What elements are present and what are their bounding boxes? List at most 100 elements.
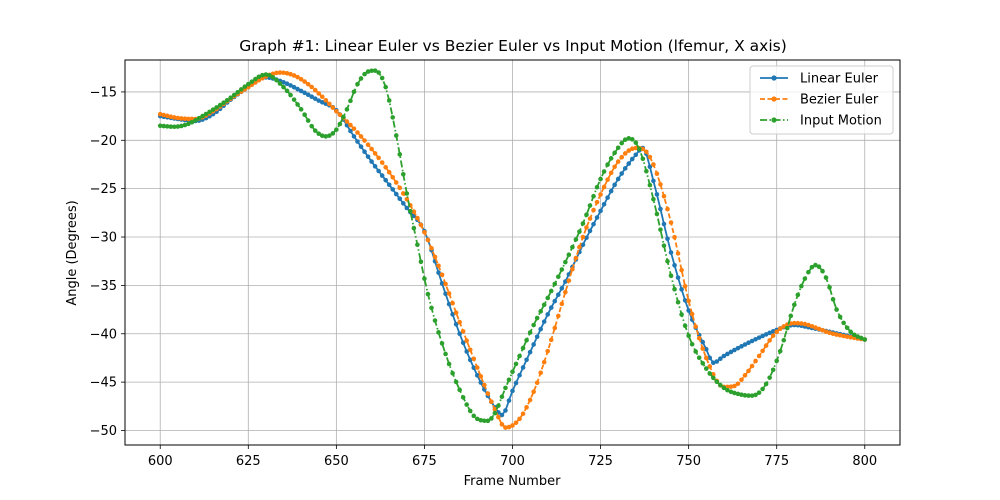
data-point [714, 379, 720, 385]
data-point [369, 146, 374, 152]
data-point [735, 391, 741, 397]
data-point [401, 201, 406, 206]
data-point [390, 115, 396, 120]
data-point [446, 361, 452, 367]
axis-ticks: 600 625 650 675 700 725 750 775 800 −15 −20 −25 −30 −… [90, 85, 878, 469]
data-point [503, 425, 508, 430]
data-point [753, 358, 758, 364]
y-tick-label: −40 [90, 327, 117, 342]
legend-item: Input Motion [760, 114, 882, 129]
data-point [189, 119, 195, 125]
data-point [753, 336, 758, 342]
x-axis-label: Frame Number [464, 474, 562, 489]
data-point [837, 333, 843, 338]
data-point [439, 341, 445, 346]
data-point [587, 228, 593, 234]
data-point [379, 173, 385, 178]
data-point [471, 365, 477, 371]
data-point [626, 161, 632, 166]
data-point [580, 221, 586, 226]
data-point [802, 276, 808, 281]
data-point [682, 323, 688, 328]
data-point [612, 150, 617, 156]
data-point [795, 320, 801, 326]
data-point [443, 351, 448, 357]
data-point [513, 361, 519, 367]
data-point [594, 184, 600, 190]
data-point [732, 383, 737, 389]
data-point [517, 372, 522, 378]
data-point [534, 334, 540, 340]
data-point [827, 330, 832, 336]
data-point [284, 81, 290, 87]
data-point [577, 244, 582, 250]
data-point [302, 112, 307, 118]
data-point [305, 92, 311, 98]
data-point [749, 363, 755, 369]
data-point [721, 385, 727, 391]
data-point [499, 412, 505, 418]
data-point [795, 292, 801, 298]
data-point [830, 297, 836, 302]
data-point [478, 374, 484, 379]
data-point [492, 410, 498, 416]
data-point [510, 423, 515, 428]
data-point [489, 399, 494, 404]
data-point [524, 337, 529, 343]
y-tick-label: −45 [90, 376, 117, 391]
data-point [725, 387, 730, 393]
data-point [668, 250, 674, 255]
data-point [404, 191, 410, 196]
data-point [161, 112, 167, 118]
data-point [809, 323, 815, 329]
data-point [397, 152, 403, 157]
data-point [460, 395, 466, 400]
x-tick-label: 800 [852, 454, 877, 469]
data-point [640, 146, 646, 152]
data-point [598, 192, 603, 197]
data-point [291, 97, 297, 102]
data-point [563, 279, 568, 284]
data-point [858, 335, 864, 341]
data-point [545, 348, 551, 354]
data-point [792, 320, 797, 326]
data-point [418, 222, 424, 228]
data-point [196, 115, 202, 121]
legend-label: Linear Euler [800, 72, 879, 87]
data-point [379, 75, 385, 81]
data-point [517, 353, 522, 359]
data-point [541, 319, 547, 324]
data-point [763, 332, 769, 337]
data-point [393, 133, 399, 138]
data-point [763, 381, 769, 387]
data-point [355, 139, 360, 144]
data-point [295, 102, 300, 107]
legend-label: Bezier Euler [800, 93, 879, 108]
data-point [348, 122, 353, 128]
data-point [527, 349, 533, 355]
legend-marker [771, 117, 777, 123]
data-point [707, 371, 713, 376]
data-point [312, 96, 318, 101]
data-point [235, 89, 241, 95]
data-point [820, 327, 825, 333]
data-point [728, 349, 734, 355]
data-point [172, 115, 177, 120]
data-point [763, 343, 769, 348]
data-point [288, 83, 293, 88]
x-tick-label: 725 [588, 454, 613, 469]
data-point [344, 122, 350, 128]
data-point [365, 69, 371, 74]
data-point [545, 312, 551, 317]
data-point [792, 302, 797, 308]
data-point [457, 387, 462, 393]
data-point [658, 227, 663, 232]
data-point [823, 329, 829, 334]
data-point [760, 333, 765, 339]
data-point [415, 215, 420, 221]
data-point [175, 115, 181, 121]
data-point [728, 389, 734, 395]
data-point [675, 275, 681, 280]
data-point [274, 77, 279, 83]
data-point [499, 422, 505, 427]
